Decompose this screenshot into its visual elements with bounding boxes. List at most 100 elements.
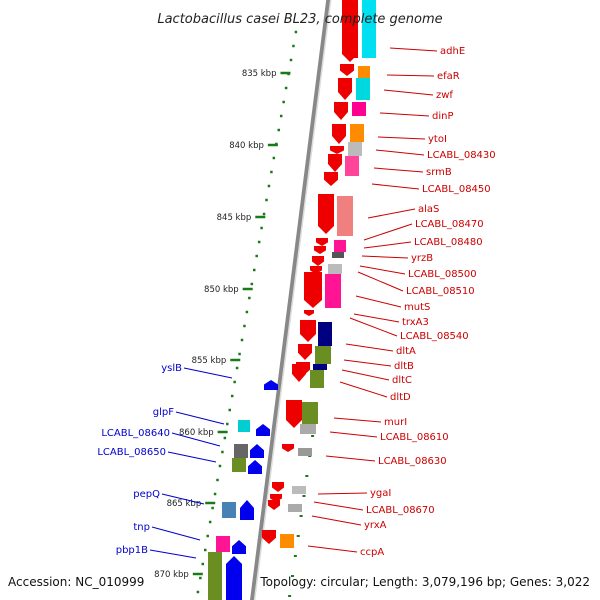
feature-box: [238, 420, 250, 432]
forward-gene-arrow: [282, 444, 294, 452]
feature-box: [315, 346, 331, 364]
backbone-layer: [250, 0, 332, 600]
gene-label-leader: [383, 89, 434, 96]
gene-label-LCABL_08510[interactable]: LCABL_08510: [406, 286, 475, 297]
feature-box: [288, 504, 302, 512]
feature-box: [358, 66, 370, 78]
gene-label-leader: [377, 136, 426, 140]
feature-box: [300, 424, 316, 434]
gene-label-efaR[interactable]: efaR: [437, 71, 460, 82]
gene-label-tnp[interactable]: tnp: [133, 522, 150, 533]
gene-label-layer: adhE efaR zwf dinP ytoI LCABL_08430 srmB LCABL_…: [97, 46, 496, 559]
gene-label-leader: [307, 545, 358, 553]
forward-gene-arrow: [334, 102, 348, 120]
kbp-label: 855 kbp: [192, 356, 227, 366]
gene-label-leader: [361, 255, 409, 259]
gene-label-dltB[interactable]: dltB: [394, 361, 414, 372]
forward-gene-arrow: [332, 124, 346, 144]
gene-label-dltA[interactable]: dltA: [396, 346, 416, 357]
gene-label-adhE[interactable]: adhE: [440, 46, 465, 57]
gene-label-ygaI[interactable]: ygaI: [370, 488, 391, 499]
gene-label-LCABL_08640[interactable]: LCABL_08640: [101, 428, 170, 439]
feature-box: [208, 552, 222, 600]
gene-label-LCABL_08500[interactable]: LCABL_08500: [408, 269, 477, 280]
feature-box: [332, 252, 344, 258]
forward-gene-arrow: [330, 146, 344, 154]
gene-label-ccpA[interactable]: ccpA: [360, 547, 384, 558]
gene-label-leader: [175, 411, 225, 425]
gene-label-pepQ[interactable]: pepQ: [133, 489, 160, 500]
feature-box: [348, 142, 362, 156]
gene-label-alaS[interactable]: alaS: [418, 204, 439, 215]
gene-label-LCABL_08610[interactable]: LCABL_08610: [380, 432, 449, 443]
feature-box: [350, 124, 364, 142]
forward-gene-arrow: [314, 246, 326, 254]
gene-label-mutS[interactable]: mutS: [404, 302, 430, 313]
gene-label-leader: [149, 549, 197, 559]
forward-gene-arrow: [298, 344, 312, 360]
feature-box: [328, 264, 342, 274]
gene-label-yslB[interactable]: yslB: [161, 363, 182, 374]
feature-box: [232, 458, 246, 472]
feature-box: [302, 402, 318, 424]
gene-label-leader: [379, 112, 430, 117]
gene-label-murI[interactable]: murI: [384, 417, 407, 428]
gene-label-LCABL_08480[interactable]: LCABL_08480: [414, 237, 483, 248]
gene-label-leader: [313, 501, 364, 511]
feature-box: [234, 444, 248, 458]
gene-label-pbp1B[interactable]: pbp1B: [116, 545, 148, 556]
kbp-label: 845 kbp: [217, 213, 252, 223]
gene-label-LCABL_08450[interactable]: LCABL_08450: [422, 184, 491, 195]
forward-gene-arrow: [312, 256, 324, 266]
feature-box: [334, 240, 346, 252]
gene-label-zwf[interactable]: zwf: [436, 90, 453, 101]
reverse-gene-arrow: [248, 460, 262, 474]
gene-label-yrxA[interactable]: yrxA: [364, 520, 387, 531]
gene-label-leader: [367, 208, 416, 219]
feature-box: [222, 502, 236, 518]
gene-label-leader: [359, 265, 406, 275]
gene-label-leader: [345, 343, 394, 352]
kbp-label: 835 kbp: [242, 69, 277, 79]
gene-label-leader: [311, 515, 362, 526]
feature-box: [216, 536, 230, 552]
gene-label-LCABL_08470[interactable]: LCABL_08470: [415, 219, 484, 230]
gene-label-LCABL_08430[interactable]: LCABL_08430: [427, 150, 496, 161]
gene-label-dltC[interactable]: dltC: [392, 375, 412, 386]
forward-gene-arrow: [304, 310, 314, 316]
genome-backbone-highlight: [253, 0, 332, 600]
genome-backbone: [250, 0, 332, 600]
forward-gene-arrow: [318, 194, 334, 234]
genome-summary-text: Topology: circular; Length: 3,079,196 bp…: [259, 575, 590, 589]
gene-label-leader: [167, 451, 217, 463]
gene-label-ytoI[interactable]: ytoI: [428, 134, 447, 145]
gene-label-dltD[interactable]: dltD: [390, 392, 411, 403]
gene-label-yrzB[interactable]: yrzB: [411, 253, 433, 264]
forward-gene-arrow: [300, 320, 316, 342]
kbp-label: 850 kbp: [204, 285, 239, 295]
gene-label-leader: [171, 432, 221, 447]
gene-label-dinP[interactable]: dinP: [432, 111, 454, 122]
feature-box-layer: [208, 0, 376, 600]
kbp-label: 865 kbp: [167, 499, 202, 509]
forward-gene-arrow: [286, 400, 302, 428]
feature-box: [362, 0, 376, 58]
gene-label-leader: [333, 417, 382, 423]
kbp-label: 840 kbp: [229, 141, 264, 151]
feature-box: [352, 102, 366, 116]
tick-layer: 835 kbp 840 kbp 845 kbp 850 kbp 855 kbp 860 k…: [154, 30, 315, 597]
gene-label-LCABL_08630[interactable]: LCABL_08630: [378, 456, 447, 467]
forward-gene-arrow: [262, 530, 276, 544]
gene-label-LCABL_08670[interactable]: LCABL_08670: [366, 505, 435, 516]
kbp-label: 870 kbp: [154, 570, 189, 580]
gene-label-LCABL_08650[interactable]: LCABL_08650: [97, 447, 166, 458]
gene-label-leader: [357, 271, 404, 292]
gene-label-LCABL_08540[interactable]: LCABL_08540: [400, 331, 469, 342]
gene-label-trxA3[interactable]: trxA3: [402, 317, 429, 328]
gene-label-glpF[interactable]: glpF: [153, 407, 174, 418]
gene-label-leader: [389, 47, 438, 52]
forward-gene-arrow: [328, 154, 342, 172]
reverse-gene-arrow: [256, 424, 270, 436]
forward-gene-arrow: [340, 64, 354, 76]
gene-label-srmB[interactable]: srmB: [426, 167, 452, 178]
